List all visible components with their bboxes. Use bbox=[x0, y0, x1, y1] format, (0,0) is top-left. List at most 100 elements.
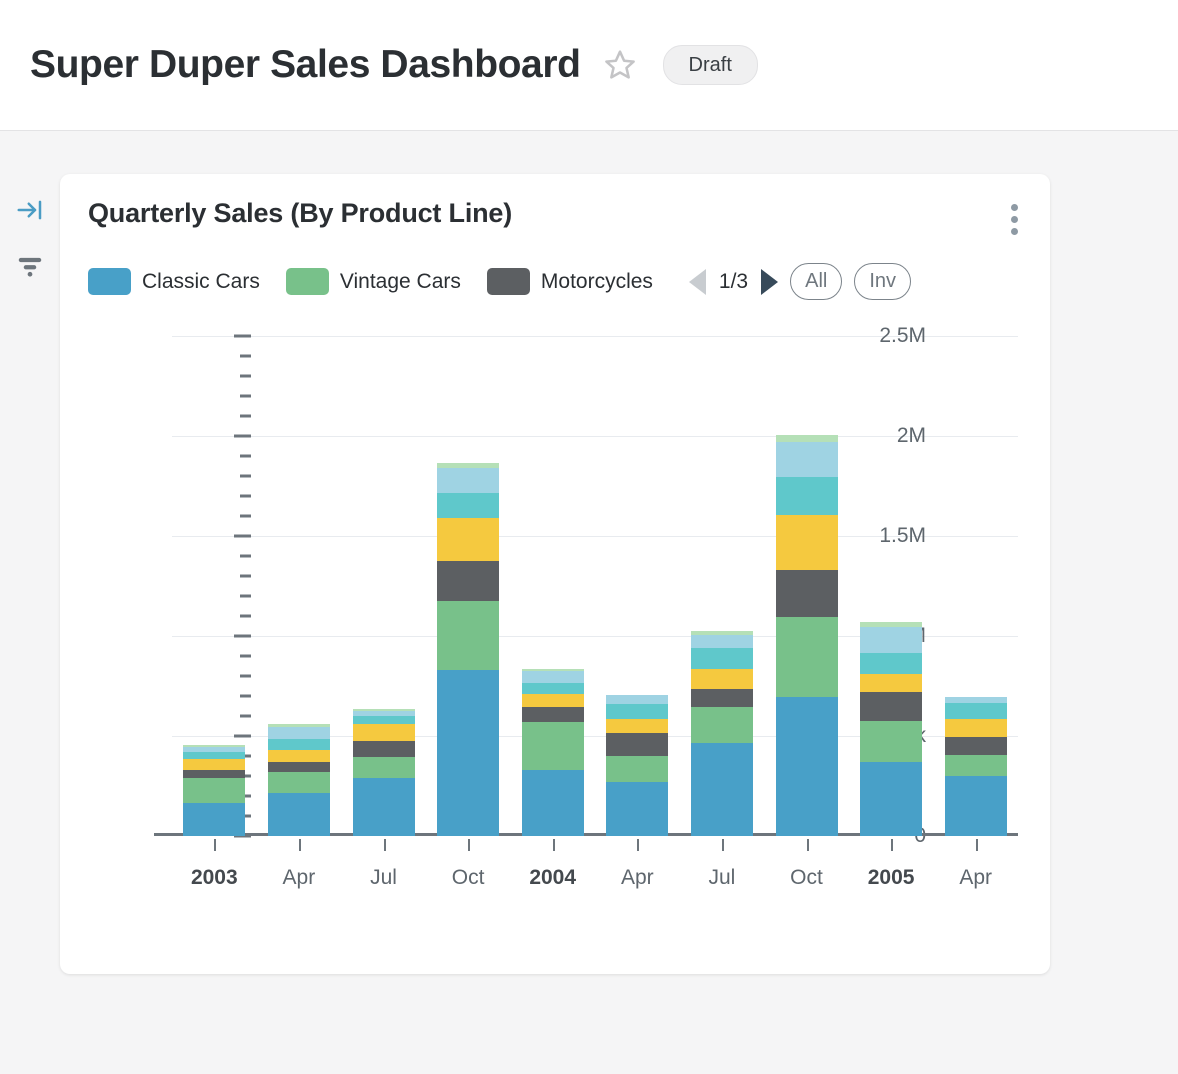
bar-segment[interactable] bbox=[860, 721, 923, 762]
triangle-right-icon[interactable] bbox=[761, 268, 779, 295]
y-axis-minor-tick bbox=[240, 374, 251, 378]
bar-segment[interactable] bbox=[437, 493, 500, 518]
legend-pager: 1/3 bbox=[688, 268, 779, 295]
bar-segment[interactable] bbox=[606, 695, 669, 704]
chart-legend: Classic Cars Vintage Cars Motorcycles 1/… bbox=[88, 263, 1022, 300]
bar-segment[interactable] bbox=[860, 692, 923, 721]
bar-segment[interactable] bbox=[437, 468, 500, 493]
bar-segment[interactable] bbox=[606, 719, 669, 733]
bar-segment[interactable] bbox=[521, 707, 584, 722]
bar-segment[interactable] bbox=[521, 770, 584, 836]
bar-segment[interactable] bbox=[437, 561, 500, 601]
bar-segment[interactable] bbox=[352, 757, 415, 778]
chart-bar[interactable] bbox=[944, 697, 1007, 836]
bar-segment[interactable] bbox=[606, 733, 669, 756]
bar-segment[interactable] bbox=[352, 716, 415, 724]
bar-segment[interactable] bbox=[183, 770, 246, 778]
bar-segment[interactable] bbox=[267, 762, 330, 772]
bar-segment[interactable] bbox=[860, 674, 923, 692]
bar-segment[interactable] bbox=[352, 741, 415, 757]
filter-funnel-icon[interactable] bbox=[13, 249, 47, 283]
bar-segment[interactable] bbox=[521, 669, 584, 671]
bar-segment[interactable] bbox=[775, 697, 838, 836]
bar-segment[interactable] bbox=[690, 689, 753, 707]
bar-segment[interactable] bbox=[944, 776, 1007, 836]
chart-bar[interactable] bbox=[860, 622, 923, 836]
chart-bar[interactable] bbox=[352, 709, 415, 836]
bar-segment[interactable] bbox=[606, 756, 669, 782]
chart-bar[interactable] bbox=[437, 463, 500, 836]
bar-segment[interactable] bbox=[267, 750, 330, 762]
bar-segment[interactable] bbox=[690, 635, 753, 648]
bar-segment[interactable] bbox=[775, 442, 838, 477]
bar-segment[interactable] bbox=[352, 709, 415, 711]
chart-bar[interactable] bbox=[183, 745, 246, 836]
bar-segment[interactable] bbox=[352, 778, 415, 836]
invert-selection-button[interactable]: Inv bbox=[854, 263, 912, 300]
bar-segment[interactable] bbox=[437, 518, 500, 561]
bar-segment[interactable] bbox=[775, 477, 838, 515]
bar-segment[interactable] bbox=[352, 724, 415, 741]
bar-segment[interactable] bbox=[267, 739, 330, 750]
bar-segment[interactable] bbox=[606, 782, 669, 836]
bar-segment[interactable] bbox=[944, 737, 1007, 755]
bar-segment[interactable] bbox=[606, 704, 669, 719]
star-icon[interactable] bbox=[603, 48, 637, 82]
bar-segment[interactable] bbox=[437, 601, 500, 670]
bar-segment[interactable] bbox=[437, 670, 500, 836]
legend-item-classic-cars[interactable]: Classic Cars bbox=[88, 268, 260, 295]
bar-segment[interactable] bbox=[267, 727, 330, 739]
bar-segment[interactable] bbox=[183, 759, 246, 770]
bar-segment[interactable] bbox=[690, 743, 753, 836]
card-header: Quarterly Sales (By Product Line) bbox=[88, 198, 1022, 241]
bar-segment[interactable] bbox=[267, 793, 330, 836]
bar-segment[interactable] bbox=[775, 515, 838, 570]
gridline bbox=[172, 536, 1018, 537]
bar-segment[interactable] bbox=[860, 762, 923, 836]
chart-bar[interactable] bbox=[606, 695, 669, 836]
bar-segment[interactable] bbox=[690, 631, 753, 635]
bar-segment[interactable] bbox=[860, 627, 923, 653]
bar-segment[interactable] bbox=[183, 803, 246, 836]
bar-segment[interactable] bbox=[521, 671, 584, 683]
bar-segment[interactable] bbox=[690, 707, 753, 743]
triangle-left-icon[interactable] bbox=[688, 268, 706, 295]
bar-segment[interactable] bbox=[521, 722, 584, 770]
chart-bar[interactable] bbox=[690, 631, 753, 836]
chart-bar[interactable] bbox=[775, 435, 838, 836]
x-axis-tick-label: Oct bbox=[451, 866, 485, 889]
x-axis-tick-label: Apr bbox=[620, 866, 654, 889]
bar-segment[interactable] bbox=[267, 724, 330, 727]
legend-item-vintage-cars[interactable]: Vintage Cars bbox=[285, 268, 461, 295]
bar-segment[interactable] bbox=[775, 570, 838, 617]
bar-segment[interactable] bbox=[521, 694, 584, 707]
legend-item-motorcycles[interactable]: Motorcycles bbox=[486, 268, 653, 295]
bar-segment[interactable] bbox=[775, 617, 838, 697]
bar-segment[interactable] bbox=[690, 648, 753, 669]
status-badge[interactable]: Draft bbox=[662, 45, 758, 85]
bar-segment[interactable] bbox=[183, 745, 246, 747]
bar-segment[interactable] bbox=[860, 653, 923, 674]
bar-segment[interactable] bbox=[183, 752, 246, 759]
bar-segment[interactable] bbox=[860, 622, 923, 627]
bar-segment[interactable] bbox=[183, 778, 246, 803]
kebab-menu-icon[interactable] bbox=[1007, 198, 1022, 241]
bar-segment[interactable] bbox=[521, 683, 584, 694]
bar-segment[interactable] bbox=[944, 755, 1007, 776]
bar-segment[interactable] bbox=[352, 711, 415, 716]
bar-segment[interactable] bbox=[944, 703, 1007, 719]
bar-segment[interactable] bbox=[267, 772, 330, 793]
y-axis-minor-tick bbox=[240, 454, 251, 458]
expand-panel-icon[interactable] bbox=[13, 193, 47, 227]
bar-segment[interactable] bbox=[944, 719, 1007, 737]
select-all-button[interactable]: All bbox=[790, 263, 843, 300]
chart-bar[interactable] bbox=[521, 669, 584, 836]
chart-bar[interactable] bbox=[267, 724, 330, 836]
card-title: Quarterly Sales (By Product Line) bbox=[88, 198, 513, 228]
bar-segment[interactable] bbox=[183, 747, 246, 752]
bar-segment[interactable] bbox=[944, 697, 1007, 703]
bar-segment[interactable] bbox=[690, 669, 753, 689]
bar-segment[interactable] bbox=[437, 463, 500, 468]
bar-segment[interactable] bbox=[775, 435, 838, 442]
